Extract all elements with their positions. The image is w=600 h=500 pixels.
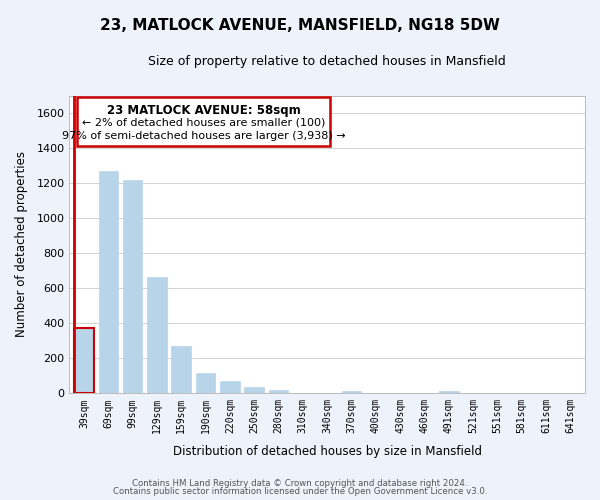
Text: ← 2% of detached houses are smaller (100): ← 2% of detached houses are smaller (100… — [82, 118, 325, 128]
Text: Contains public sector information licensed under the Open Government Licence v3: Contains public sector information licen… — [113, 487, 487, 496]
Bar — [123, 180, 142, 394]
Text: Contains HM Land Registry data © Crown copyright and database right 2024.: Contains HM Land Registry data © Crown c… — [132, 478, 468, 488]
Bar — [74, 328, 94, 394]
Bar — [147, 277, 167, 394]
Title: Size of property relative to detached houses in Mansfield: Size of property relative to detached ho… — [148, 55, 506, 68]
Bar — [244, 387, 264, 394]
Bar — [220, 380, 239, 394]
Bar — [269, 390, 288, 394]
Text: 23 MATLOCK AVENUE: 58sqm: 23 MATLOCK AVENUE: 58sqm — [107, 104, 300, 118]
Bar — [342, 390, 361, 394]
Bar — [439, 391, 458, 394]
FancyBboxPatch shape — [77, 97, 330, 146]
Bar — [196, 373, 215, 394]
X-axis label: Distribution of detached houses by size in Mansfield: Distribution of detached houses by size … — [173, 444, 482, 458]
Bar — [98, 171, 118, 394]
Text: 97% of semi-detached houses are larger (3,938) →: 97% of semi-detached houses are larger (… — [62, 130, 345, 140]
Bar — [172, 346, 191, 394]
Text: 23, MATLOCK AVENUE, MANSFIELD, NG18 5DW: 23, MATLOCK AVENUE, MANSFIELD, NG18 5DW — [100, 18, 500, 32]
Y-axis label: Number of detached properties: Number of detached properties — [15, 152, 28, 338]
